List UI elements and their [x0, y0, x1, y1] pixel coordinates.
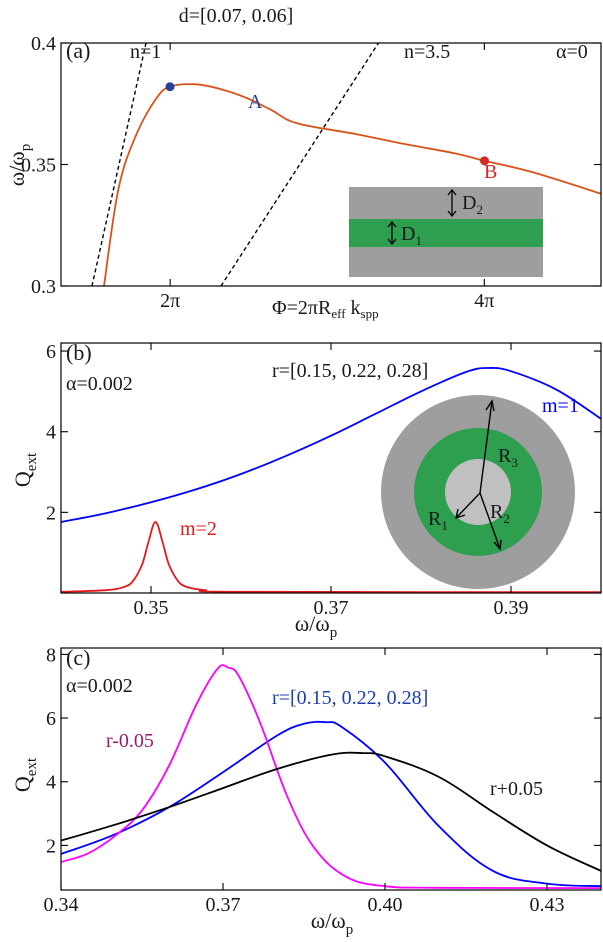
panel-a-ytick-label-1: 0.35 [21, 155, 56, 177]
r-minus-series-label: r-0.05 [106, 730, 154, 752]
r-plus-series-label: r+0.05 [490, 778, 543, 800]
d1-label: D1 [401, 223, 422, 248]
panel-c-label: (c) [66, 645, 90, 670]
panel-b-title: r=[0.15, 0.22, 0.28] [272, 360, 428, 382]
panel-c-series-line-2 [61, 751, 601, 872]
panel-c-ytick-label-0: 2 [46, 835, 56, 857]
d2-label: D2 [462, 192, 483, 217]
panel-b-alpha-label: α=0.002 [66, 373, 133, 395]
panel-a-ylabel: ω/ωp [4, 144, 34, 187]
panel-b-ylabel: Qext [10, 452, 40, 487]
core-layer [349, 219, 543, 247]
panel-a-series-line-2 [220, 43, 380, 286]
panel-c-xtick-label-3: 0.43 [530, 894, 565, 916]
panel-b: R3 R1 R2 0.35 0.37 0.39 2 4 6 (b) r=[0.15, 0.… [10, 340, 602, 641]
panel-c-ylabel: Qext [10, 757, 40, 792]
panel-c-ytick-label-1: 4 [46, 772, 56, 794]
n1-line-label: n=1 [130, 41, 161, 63]
layered-waveguide-inset: D2 D1 [349, 187, 543, 277]
panel-c-xtick-label-1: 0.37 [206, 894, 241, 916]
point-a-marker [165, 82, 175, 92]
panel-b-ytick-label-0: 2 [46, 502, 56, 524]
point-b-marker [480, 156, 489, 166]
panel-c-frame [60, 647, 602, 891]
panel-a-ytick-label-0: 0.3 [31, 276, 56, 298]
panel-b-ticks: 0.35 0.37 0.39 2 4 6 [46, 341, 601, 619]
panel-b-ytick-label-1: 4 [46, 422, 56, 444]
panel-a-alpha-label: α=0 [556, 41, 588, 63]
panel-b-ytick-label-2: 6 [46, 341, 56, 363]
panel-c-series-line-1 [61, 664, 601, 889]
point-b-label: B [484, 161, 497, 183]
n35-line-label: n=3.5 [404, 41, 450, 63]
panel-b-label: (b) [66, 340, 92, 365]
point-a-label: A [248, 91, 263, 113]
r1-label: R1 [428, 508, 448, 533]
panel-b-xtick-label-1: 0.37 [314, 597, 349, 619]
panel-a-label: (a) [66, 38, 90, 63]
panel-c-xtick-label-2: 0.40 [368, 894, 403, 916]
panel-c-xtick-label-0: 0.34 [44, 894, 79, 916]
panel-a-series [91, 43, 601, 286]
panel-a-xtick-label-0: 2π [160, 290, 180, 312]
panel-a-ytick-label-2: 0.4 [31, 33, 56, 55]
panel-c-xlabel: ω/ωp [311, 908, 354, 938]
r2-label: R2 [490, 501, 510, 526]
panel-c-alpha-label: α=0.002 [66, 675, 133, 697]
panel-a: d=[0.07, 0.06] D2 D1 2π 4π0.30.350.4 (a) … [4, 5, 602, 321]
panel-a-title: d=[0.07, 0.06] [179, 5, 294, 27]
panel-c-ticks: 0.34 0.37 0.40 0.43 2 4 6 8 [44, 644, 601, 916]
panel-b-series-line-1 [61, 521, 601, 593]
m1-series-label: m=1 [542, 395, 579, 417]
panel-c: 0.34 0.37 0.40 0.43 2 4 6 8 (c) α=0.002 r=[0.15… [10, 644, 602, 938]
inner-core [445, 459, 511, 525]
coaxial-cylinder-inset: R3 R1 R2 [381, 395, 575, 589]
panel-a-points [165, 82, 489, 166]
panel-b-series [61, 367, 601, 593]
panel-c-ytick-label-3: 8 [46, 644, 56, 666]
panel-a-series-line-0 [103, 83, 601, 286]
panel-b-xtick-label-0: 0.35 [134, 597, 169, 619]
panel-c-series [61, 664, 601, 889]
panel-c-ytick-label-2: 6 [46, 708, 56, 730]
panel-c-plot-area [61, 648, 601, 890]
r-base-series-label: r=[0.15, 0.22, 0.28] [272, 687, 428, 709]
m2-series-label: m=2 [180, 518, 217, 540]
panel-a-xlabel: Φ=2πReff kspp [272, 297, 379, 321]
panel-b-series-line-0 [61, 367, 601, 523]
panel-a-xtick-label-1: 4π [474, 290, 494, 312]
r3-label: R3 [498, 445, 518, 470]
panel-b-xlabel: ω/ωp [295, 611, 338, 641]
panel-b-xtick-label-2: 0.39 [494, 597, 529, 619]
panel-a-ticks: 2π 4π 0.3 0.35 0.4 [21, 33, 601, 312]
